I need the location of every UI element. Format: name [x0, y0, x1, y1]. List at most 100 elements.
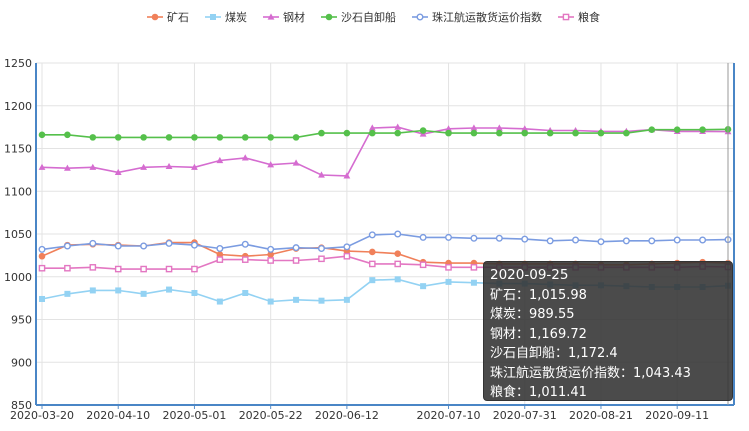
legend-label[interactable]: 矿石: [167, 11, 189, 24]
data-point: [394, 230, 402, 238]
data-point: [267, 161, 275, 168]
legend-marker: [562, 13, 570, 21]
data-point: [64, 131, 71, 139]
data-point: [318, 129, 325, 137]
data-point: [293, 296, 300, 303]
y-tick-label: 1200: [4, 100, 32, 113]
data-point: [445, 264, 452, 271]
data-point: [191, 134, 198, 141]
data-point: [216, 156, 224, 164]
data-point: [292, 159, 300, 166]
y-tick-label: 950: [11, 314, 32, 327]
x-tick-label: 2020-07-31: [493, 409, 557, 422]
data-point: [292, 134, 300, 141]
y-tick-label: 850: [11, 399, 32, 412]
data-point: [343, 172, 351, 179]
data-point: [166, 286, 173, 293]
data-point: [470, 234, 478, 242]
data-point: [165, 162, 173, 170]
data-point: [368, 129, 376, 137]
data-point: [597, 129, 605, 137]
data-point: [368, 248, 376, 256]
y-tick-label: 1000: [4, 271, 32, 284]
data-point: [89, 134, 97, 141]
data-point: [267, 245, 275, 253]
legend-marker: [325, 13, 333, 21]
tooltip-line: 珠江航运散货运价指数：1,043.43: [490, 365, 691, 381]
legend-label[interactable]: 沙石自卸船: [341, 10, 396, 24]
data-point: [521, 235, 529, 243]
data-point: [267, 298, 274, 305]
data-point: [419, 233, 427, 241]
data-point: [368, 260, 376, 268]
data-point: [38, 131, 46, 139]
data-point: [572, 236, 580, 244]
data-point: [495, 234, 503, 242]
data-point: [191, 163, 198, 170]
data-point: [419, 261, 427, 269]
data-point: [241, 256, 249, 263]
legend-marker: [210, 14, 216, 20]
x-tick-label: 2020-03-20: [10, 409, 74, 422]
data-point: [495, 124, 503, 131]
data-point: [140, 134, 147, 141]
data-point: [38, 264, 46, 272]
data-point: [521, 125, 529, 132]
x-tick-label: 2020-08-21: [569, 409, 633, 422]
data-point: [191, 265, 198, 273]
legend-label[interactable]: 粮食: [578, 10, 600, 24]
data-point: [89, 239, 97, 247]
data-point: [114, 265, 122, 273]
legend-label[interactable]: 珠江航运散货运价指数: [432, 10, 542, 24]
data-point: [343, 252, 351, 260]
legend-marker: [267, 13, 275, 20]
data-point: [318, 297, 325, 304]
legend-marker: [416, 13, 424, 21]
data-point: [546, 237, 554, 245]
data-point: [597, 238, 605, 246]
data-point: [191, 289, 198, 296]
data-point: [343, 129, 351, 137]
x-tick-label: 2020-09-11: [645, 409, 709, 422]
data-point: [140, 163, 148, 170]
tooltip-line: 煤炭：989.55: [490, 307, 575, 322]
legend-label[interactable]: 钢材: [283, 10, 305, 24]
data-point: [673, 126, 681, 133]
data-point: [369, 277, 376, 284]
y-tick-label: 900: [11, 356, 32, 369]
data-point: [190, 241, 198, 249]
data-point: [673, 236, 681, 244]
data-point: [343, 243, 351, 251]
data-point: [622, 237, 630, 245]
data-point: [470, 264, 478, 271]
data-point: [317, 245, 325, 253]
x-tick-label: 2020-06-12: [315, 409, 379, 422]
data-point: [318, 255, 325, 263]
data-point: [140, 265, 147, 273]
series-line: [41, 126, 729, 177]
data-point: [241, 154, 249, 161]
data-point: [64, 164, 71, 171]
data-point: [114, 168, 122, 176]
data-point: [420, 283, 427, 290]
y-tick-label: 1150: [4, 143, 32, 156]
data-point: [241, 240, 249, 248]
data-point: [267, 134, 274, 141]
data-point: [292, 244, 300, 252]
data-point: [623, 129, 630, 137]
data-point: [216, 256, 224, 263]
data-point: [445, 233, 453, 241]
tooltip-line: 沙石自卸船：1,172.4: [490, 346, 618, 361]
x-tick-label: 2020-05-01: [162, 409, 226, 422]
data-point: [64, 264, 71, 272]
y-tick-label: 1250: [4, 57, 32, 70]
data-point: [470, 279, 477, 286]
data-point: [368, 231, 376, 239]
legend-label[interactable]: 煤炭: [225, 11, 247, 24]
legend-marker: [151, 13, 159, 21]
x-tick-label: 2020-04-10: [86, 409, 150, 422]
data-point: [445, 278, 452, 285]
data-point: [394, 260, 402, 268]
data-point: [699, 236, 707, 244]
data-point: [394, 123, 402, 130]
